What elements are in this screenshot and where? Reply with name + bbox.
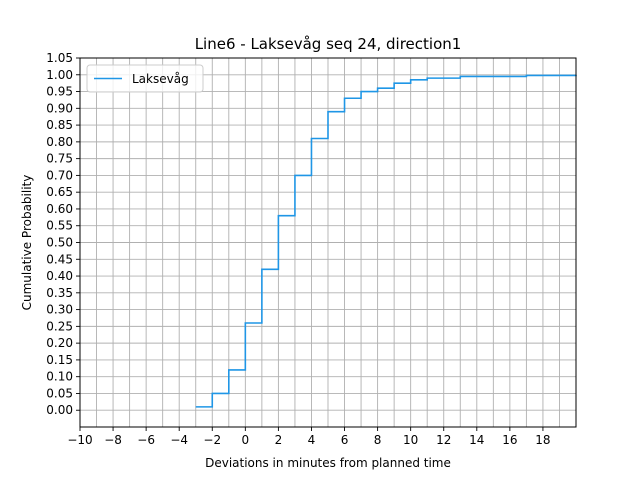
y-axis: 0.00 0.05 0.10 0.15 0.20 0.25 0.30 0.35 0.40 0.45… (46, 51, 80, 417)
y-tick-label: 1.00 (46, 68, 73, 82)
x-tick-label: −10 (67, 433, 92, 447)
y-tick-label: 1.05 (46, 51, 73, 65)
y-tick-label: 0.75 (46, 152, 73, 166)
x-tick-label: 14 (469, 433, 484, 447)
y-tick-label: 0.95 (46, 85, 73, 99)
y-tick-label: 0.00 (46, 403, 73, 417)
series-line-laksevag (195, 74, 577, 408)
y-tick-label: 0.20 (46, 336, 73, 350)
y-tick-label: 0.65 (46, 185, 73, 199)
x-tick-label: 16 (502, 433, 517, 447)
x-tick-label: 2 (275, 433, 283, 447)
x-tick-label: 18 (535, 433, 550, 447)
x-tick-label: −8 (104, 433, 122, 447)
y-tick-label: 0.60 (46, 202, 73, 216)
x-tick-label: 8 (374, 433, 382, 447)
x-axis-label: Deviations in minutes from planned time (205, 456, 451, 470)
y-tick-label: 0.10 (46, 370, 73, 384)
y-tick-label: 0.80 (46, 135, 73, 149)
x-tick-label: −2 (203, 433, 221, 447)
y-tick-label: 0.40 (46, 269, 73, 283)
x-tick-label: 12 (436, 433, 451, 447)
x-axis: −10 −8 −6 −4 −2 0 2 4 6 8 10 12 14 16 18 (67, 427, 551, 447)
y-tick-label: 0.45 (46, 252, 73, 266)
y-tick-label: 0.85 (46, 118, 73, 132)
x-tick-label: 0 (242, 433, 250, 447)
chart-title: Line6 - Laksevåg seq 24, direction1 (195, 35, 462, 53)
y-tick-label: 0.90 (46, 101, 73, 115)
y-tick-label: 0.25 (46, 319, 73, 333)
x-tick-label: 6 (341, 433, 349, 447)
x-tick-label: −6 (137, 433, 155, 447)
x-tick-label: −4 (170, 433, 188, 447)
y-tick-label: 0.30 (46, 303, 73, 317)
series-layer (195, 74, 577, 408)
y-tick-label: 0.35 (46, 286, 73, 300)
y-tick-label: 0.70 (46, 168, 73, 182)
legend-label: Laksevåg (132, 72, 189, 86)
y-tick-label: 0.55 (46, 219, 73, 233)
legend: Laksevåg (86, 64, 204, 93)
y-tick-label: 0.15 (46, 353, 73, 367)
y-axis-label: Cumulative Probability (20, 175, 34, 311)
y-tick-label: 0.05 (46, 386, 73, 400)
legend-box (86, 64, 204, 93)
x-tick-label: 4 (308, 433, 316, 447)
x-tick-label: 10 (403, 433, 418, 447)
y-tick-label: 0.50 (46, 236, 73, 250)
